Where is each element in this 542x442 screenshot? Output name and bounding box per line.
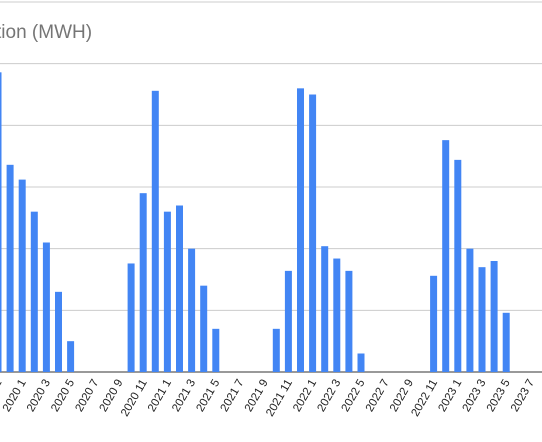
bar[interactable] — [297, 88, 304, 372]
bar[interactable] — [502, 312, 510, 372]
chart-title: tion (MWH) — [0, 22, 93, 43]
bar[interactable] — [272, 328, 280, 372]
bar[interactable] — [127, 263, 135, 372]
bar[interactable] — [163, 211, 171, 372]
x-tick-label: 2019 11 — [0, 378, 5, 419]
bar[interactable] — [466, 248, 474, 372]
bar[interactable] — [0, 72, 2, 372]
bar[interactable] — [333, 258, 341, 372]
bar[interactable] — [478, 267, 486, 372]
bar[interactable] — [176, 205, 183, 373]
bar[interactable] — [188, 248, 196, 372]
bar[interactable] — [357, 353, 365, 373]
bar[interactable] — [42, 242, 50, 373]
bar[interactable] — [309, 94, 317, 372]
bar[interactable] — [151, 90, 159, 372]
bar[interactable] — [6, 164, 14, 372]
bar[interactable] — [454, 159, 462, 372]
x-tick-label: 2023 7 — [509, 378, 537, 414]
bar[interactable] — [30, 211, 38, 372]
bar[interactable] — [67, 341, 75, 372]
bar[interactable] — [490, 261, 498, 372]
bar[interactable] — [430, 275, 438, 372]
bar[interactable] — [284, 270, 292, 372]
bar[interactable] — [212, 328, 220, 372]
bar[interactable] — [139, 193, 147, 372]
bar[interactable] — [345, 270, 353, 372]
bar[interactable] — [18, 179, 26, 372]
bar[interactable] — [321, 246, 329, 372]
bar[interactable] — [55, 291, 62, 372]
bar[interactable] — [442, 140, 450, 372]
bar[interactable] — [200, 285, 208, 372]
